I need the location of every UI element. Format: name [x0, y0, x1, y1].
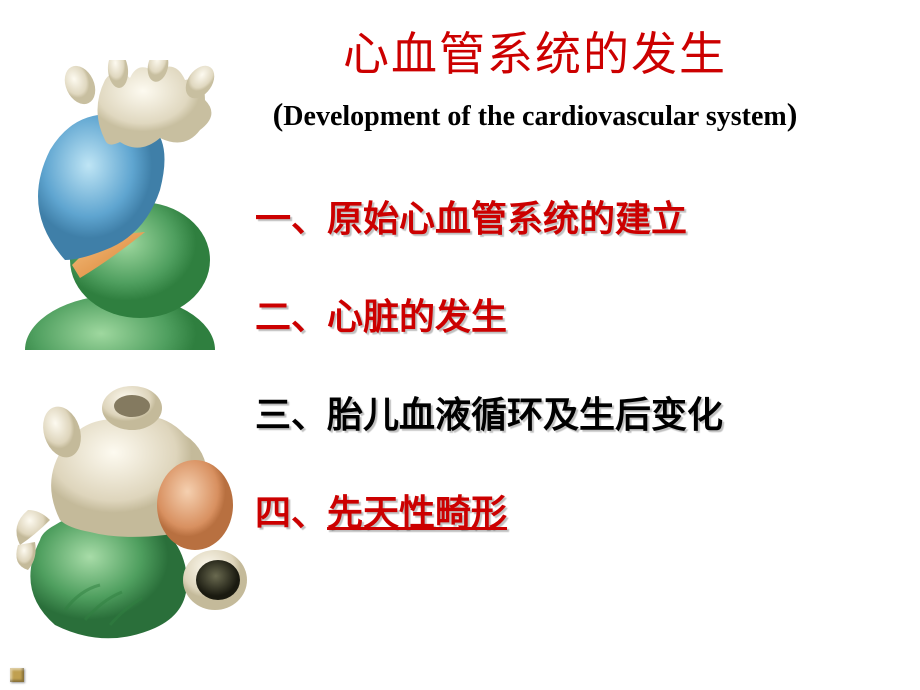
list-item-4-text: 先天性畸形: [327, 493, 507, 533]
list-item-4-prefix: 四、: [255, 493, 327, 533]
list-item-1: 一、原始心血管系统的建立: [255, 190, 900, 242]
developing-heart-illustration: [10, 360, 255, 645]
paren-close: ): [787, 96, 798, 132]
subtitle-text: Development of the cardiovascular system: [283, 101, 786, 132]
paren-open: (: [273, 96, 284, 132]
title-block: 心血管系统的发生 (Development of the cardiovascu…: [190, 18, 880, 133]
slide-bullet-icon: [10, 668, 24, 682]
list-item-2: 二、心脏的发生: [255, 288, 900, 340]
content-list: 一、原始心血管系统的建立 二、心脏的发生 三、胎儿血液循环及生后变化 四、先天性…: [255, 190, 900, 582]
subtitle: (Development of the cardiovascular syste…: [190, 96, 880, 133]
list-item-3: 三、胎儿血液循环及生后变化: [255, 386, 900, 438]
main-title: 心血管系统的发生: [190, 18, 880, 84]
slide: 心血管系统的发生 (Development of the cardiovascu…: [0, 0, 920, 690]
list-item-4: 四、先天性畸形: [255, 484, 900, 536]
